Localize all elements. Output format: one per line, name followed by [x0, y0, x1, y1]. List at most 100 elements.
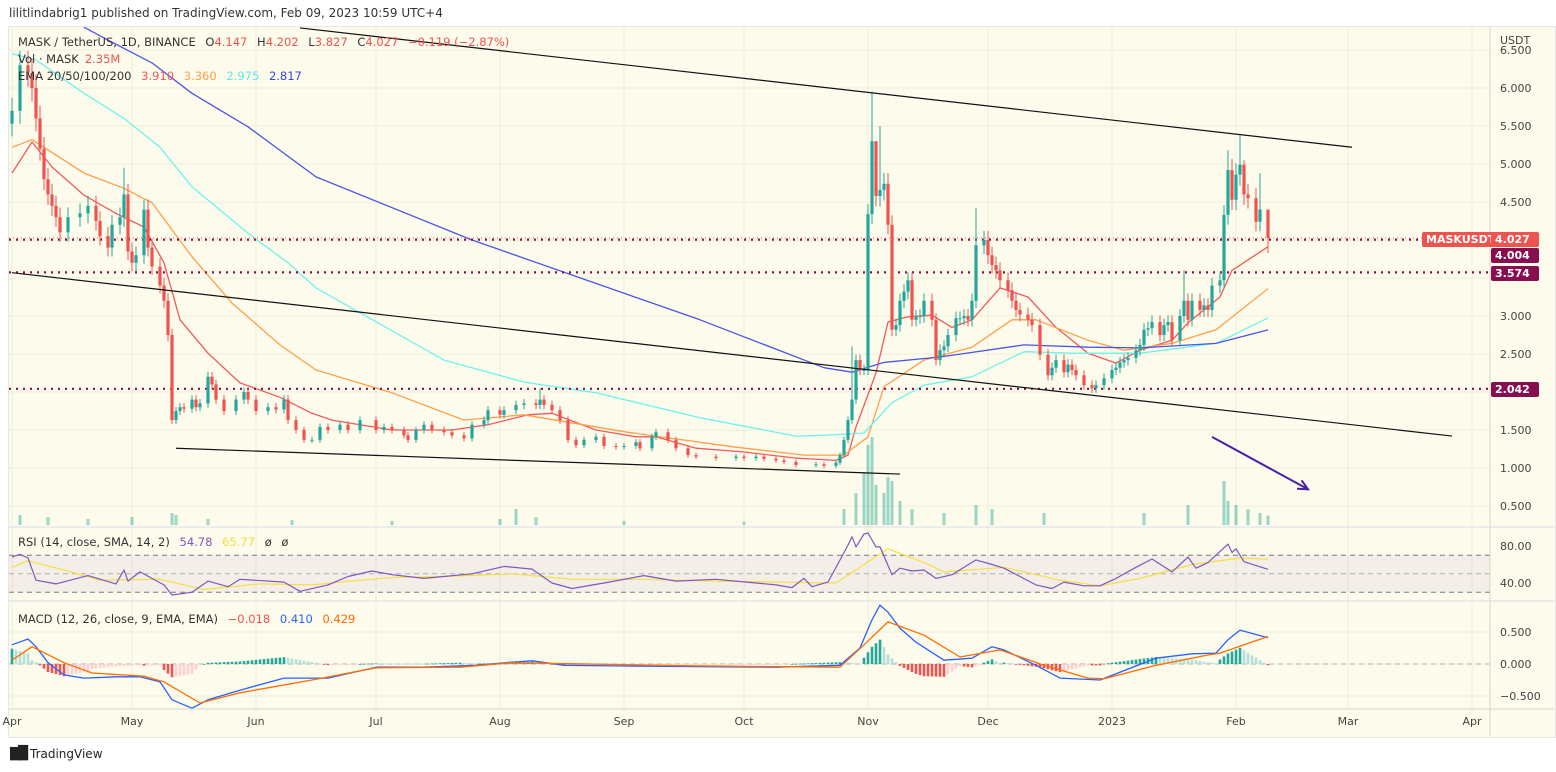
candle-body [222, 399, 226, 411]
candle-body [302, 430, 306, 440]
candle-body [814, 464, 818, 466]
volume-legend[interactable]: Vol · MASK 2.35M [18, 52, 126, 66]
volume-bar [1246, 509, 1250, 525]
macd-histogram-bar [738, 664, 742, 665]
symbol-legend[interactable]: MASK / TetherUS, 1D, BINANCE O4.147 H4.2… [18, 35, 515, 49]
candle-body [130, 251, 134, 263]
candle-body [918, 316, 922, 317]
rsi-ma-value: 65.77 [222, 535, 256, 549]
macd-histogram-bar [274, 657, 278, 664]
rsi-label: RSI (14, close, SMA, 14, 2) [18, 535, 170, 549]
macd-histogram-bar [718, 664, 722, 665]
candle-body [18, 65, 22, 111]
macd-histogram-bar [178, 664, 182, 676]
macd-line [11, 604, 1269, 709]
candle-body [558, 410, 562, 421]
trendline-drawings[interactable] [11, 27, 1453, 491]
candle-body [58, 217, 62, 233]
macd-histogram-bar [990, 659, 994, 664]
macd-histogram-bar [330, 664, 334, 665]
macd-histogram-bar [462, 662, 466, 664]
candle-body [1198, 300, 1202, 310]
macd-histogram-bar [130, 664, 134, 666]
macd-histogram-bar [702, 664, 706, 665]
tradingview-logo[interactable]: ▇█ TradingView [10, 746, 103, 761]
macd-histogram-bar [1106, 663, 1110, 665]
macd-histogram-bar [734, 664, 738, 665]
candle-body [30, 72, 34, 88]
macd-histogram-bar [1082, 664, 1086, 667]
candle-body [66, 217, 70, 233]
candle-body [482, 420, 486, 425]
macd-histogram-bar [146, 664, 150, 666]
macd-histogram-bar [1190, 659, 1194, 664]
macd-histogram-bar [1254, 657, 1258, 664]
time-label: Sep [614, 715, 635, 728]
rsi-ma-line [11, 548, 1269, 591]
macd-histogram-bar [378, 663, 382, 665]
macd-histogram-bar [878, 639, 882, 664]
macd-histogram-bar [346, 664, 350, 665]
macd-histogram-bar [326, 664, 330, 666]
candle-body [602, 436, 606, 446]
volume-bar [874, 485, 878, 525]
candle-body [842, 439, 846, 456]
candle-body [486, 410, 490, 421]
candle-body [294, 420, 298, 430]
macd-histogram-bar [1026, 664, 1030, 666]
macd-histogram-bar [1014, 664, 1018, 665]
macd-histogram-bar [294, 659, 298, 664]
volume-bar [1266, 515, 1270, 525]
macd-histogram-bar [42, 664, 46, 669]
ema-label: EMA 20/50/100/200 [18, 69, 132, 83]
candle-body [854, 360, 858, 400]
candle-body [930, 300, 934, 320]
macd-histogram-bar [666, 664, 670, 665]
candle-body [534, 403, 538, 405]
time-label: Oct [734, 715, 754, 728]
candle-body [286, 399, 290, 421]
open-label: O [205, 35, 215, 49]
volume-bar [910, 509, 914, 525]
macd-histogram-bar [242, 661, 246, 664]
horizontal-levels[interactable] [9, 237, 1490, 390]
macd-histogram-bar [802, 663, 806, 665]
volume-bar [1142, 513, 1146, 525]
macd-histogram-bar [1018, 664, 1022, 665]
macd-legend[interactable]: MACD (12, 26, close, 9, EMA, EMA) −0.018… [18, 612, 361, 626]
macd-histogram-bar [730, 664, 734, 665]
candle-body [970, 300, 974, 320]
price-axis[interactable]: 6.500 6.000 5.500 5.000 4.500 3.000 2.500 1.500… [1500, 44, 1541, 703]
candle-body [1102, 378, 1106, 386]
candle-body [190, 399, 194, 409]
macd-histogram-bar [1222, 656, 1226, 664]
macd-histogram-bar [722, 664, 726, 665]
ema-line-ema20 [11, 141, 1269, 462]
macd-histogram-bar [1182, 658, 1186, 664]
ema-legend[interactable]: EMA 20/50/100/200 3.910 3.360 2.975 2.81… [18, 69, 308, 83]
macd-histogram-bar [418, 663, 422, 665]
macd-histogram-bar [62, 664, 66, 677]
macd-histogram-bar [770, 664, 774, 665]
macd-histogram-bar [142, 664, 146, 666]
candle-body [1222, 214, 1226, 281]
candle-body [406, 435, 410, 440]
candle-body [934, 319, 938, 361]
rsi-legend[interactable]: RSI (14, close, SMA, 14, 2) 54.78 65.77 … [18, 535, 294, 549]
arrow-line [1211, 435, 1309, 491]
macd-histogram-bar [174, 664, 178, 677]
macd-histogram-bar [22, 652, 26, 664]
candle-body [78, 213, 82, 218]
macd-lines [9, 604, 1489, 709]
candle-body [922, 300, 926, 316]
macd-histogram-bar [374, 663, 378, 665]
macd-histogram-bar [590, 664, 594, 666]
macd-histogram-bar [882, 647, 886, 664]
rsi-lines [11, 532, 1269, 596]
macd-histogram-bar [358, 663, 362, 665]
macd-histogram-bar [930, 664, 934, 677]
macd-histogram-bar [938, 664, 942, 677]
candle-body [622, 445, 626, 447]
time-axis[interactable]: Apr May Jun Jul Aug Sep Oct Nov Dec 2023 Feb Mar Apr [2, 715, 1482, 728]
